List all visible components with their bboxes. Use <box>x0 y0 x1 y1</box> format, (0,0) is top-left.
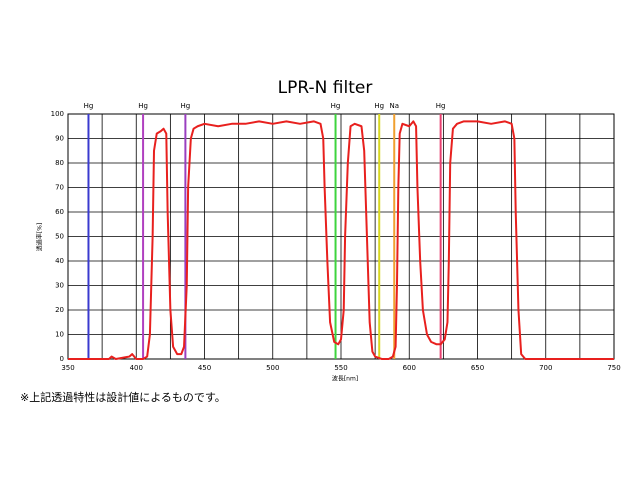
chart-title: LPR-N filter <box>278 78 373 98</box>
x-tick-label: 650 <box>471 364 484 372</box>
y-tick-label: 70 <box>55 184 64 192</box>
spectral-label: Hg <box>374 102 384 110</box>
x-tick-label: 700 <box>539 364 552 372</box>
x-tick-label: 400 <box>130 364 143 372</box>
y-axis-label: 透過率[%] <box>36 223 44 251</box>
y-tick-label: 40 <box>55 257 64 265</box>
y-tick-label: 0 <box>60 355 64 363</box>
y-tick-label: 10 <box>55 331 64 339</box>
x-tick-label: 750 <box>607 364 620 372</box>
x-tick-label: 550 <box>334 364 347 372</box>
y-tick-label: 50 <box>55 233 64 241</box>
spectral-label: Hg <box>138 102 148 110</box>
x-tick-label: 450 <box>198 364 211 372</box>
spectral-label: Hg <box>181 102 191 110</box>
spectral-label: Hg <box>84 102 94 110</box>
x-tick-label: 350 <box>61 364 74 372</box>
spectral-label: Hg <box>436 102 446 110</box>
y-tick-label: 30 <box>55 282 64 290</box>
note: ※上記透過特性は設計値によるものです。 <box>20 390 226 404</box>
y-tick-label: 100 <box>51 110 64 118</box>
data-line <box>68 120 614 360</box>
y-tick-label: 90 <box>55 135 64 143</box>
spectral-label: Na <box>389 102 399 110</box>
y-tick-label: 60 <box>55 208 64 216</box>
plot-frame <box>67 113 615 360</box>
x-tick-label: 600 <box>403 364 416 372</box>
spectral-label: Hg <box>331 102 341 110</box>
y-tick-label: 20 <box>55 306 64 314</box>
x-tick-label: 500 <box>266 364 279 372</box>
y-tick-label: 80 <box>55 159 64 167</box>
x-axis-label: 波長[nm] <box>332 375 358 383</box>
